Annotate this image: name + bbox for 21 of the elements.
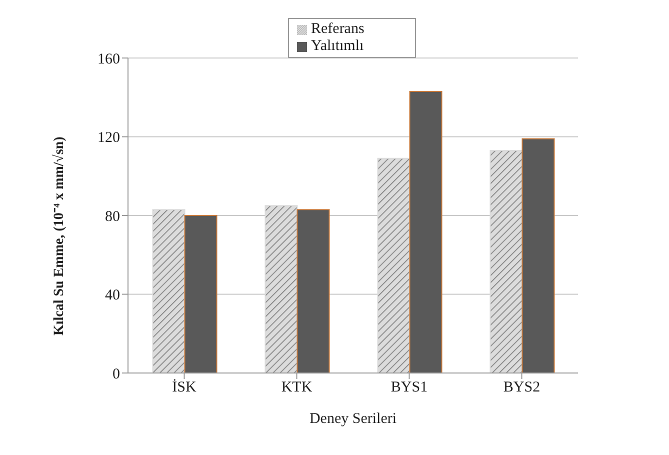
x-axis-title: Deney Serileri — [309, 411, 397, 427]
bar — [296, 209, 330, 373]
bar — [490, 150, 523, 373]
bar — [377, 158, 410, 373]
bar — [522, 138, 555, 373]
x-tick-label: BYS2 — [503, 380, 540, 396]
x-tick-label: KTK — [281, 380, 312, 396]
y-tick-label: 0 — [112, 366, 120, 382]
y-tick-label: 120 — [98, 130, 120, 146]
x-tick-label: İSK — [172, 378, 196, 396]
legend-label: Yalıtımlı — [311, 38, 364, 54]
y-axis-title: Kılcal Su Emme, (10⁻⁴ x mm/√sn) — [50, 136, 67, 336]
bar — [264, 205, 298, 373]
x-tick-label: BYS1 — [390, 380, 428, 396]
bar — [152, 209, 186, 373]
y-tick-label: 40 — [105, 288, 120, 304]
y-tick-label: 160 — [98, 51, 120, 68]
bar — [184, 215, 218, 373]
y-tick-label: 80 — [105, 208, 120, 225]
bar — [409, 90, 442, 373]
legend-label: Referans — [311, 21, 364, 37]
